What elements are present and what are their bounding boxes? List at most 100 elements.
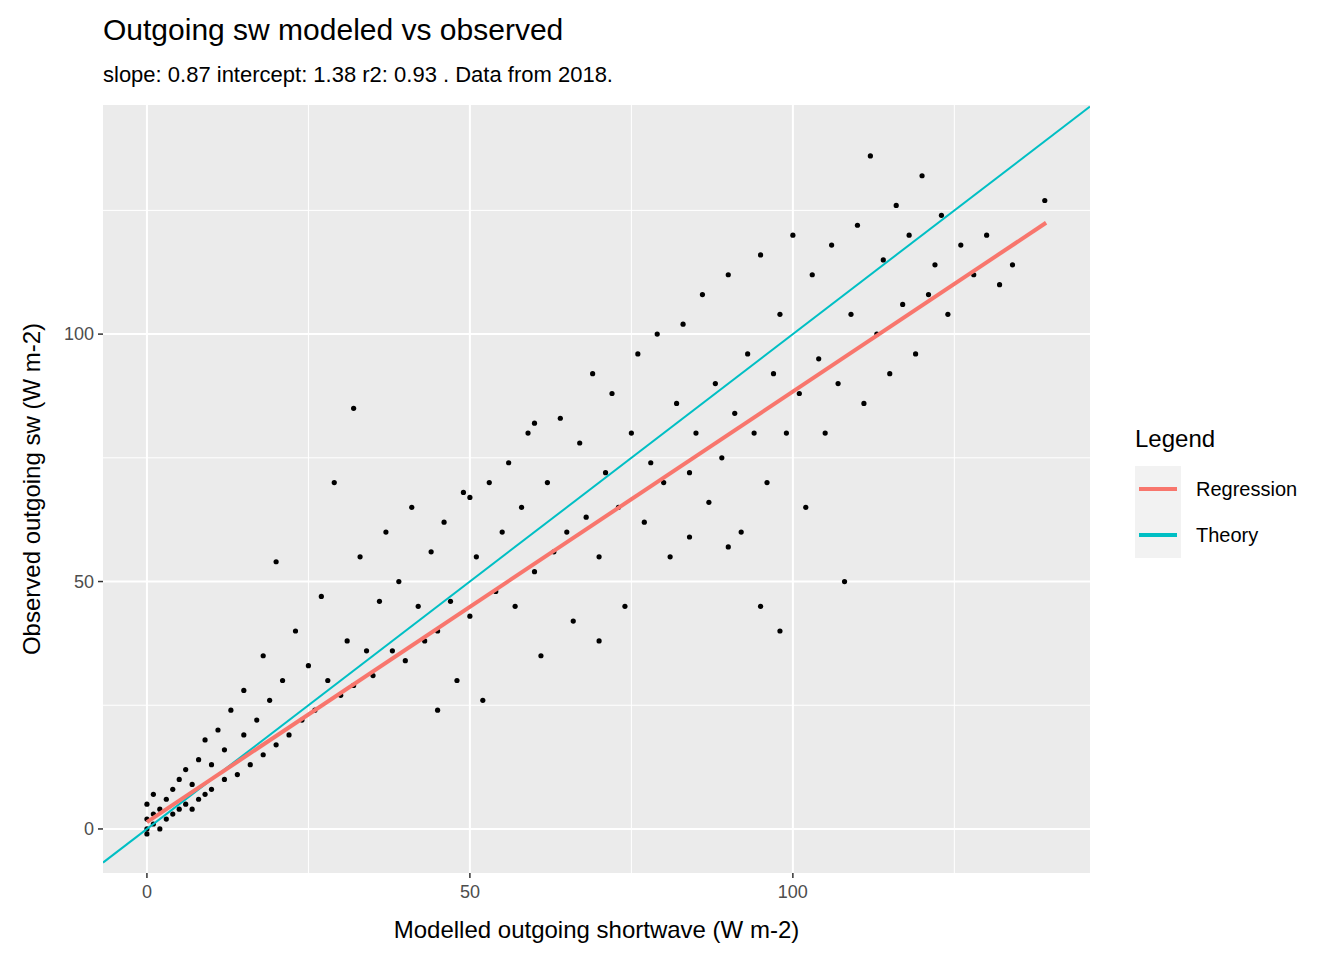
- point: [752, 430, 757, 435]
- point: [190, 807, 195, 812]
- tick-label-y: 0: [84, 819, 94, 839]
- legend-key: [1135, 466, 1181, 512]
- point: [764, 480, 769, 485]
- point: [351, 406, 356, 411]
- minor-grid-y: [103, 210, 1090, 211]
- point: [190, 782, 195, 787]
- tick-label-y: 50: [74, 572, 94, 592]
- line-theory: [103, 106, 1090, 862]
- point: [958, 242, 963, 247]
- point: [480, 698, 485, 703]
- tick-label-x: 0: [142, 882, 152, 902]
- point: [261, 752, 266, 757]
- point: [248, 762, 253, 767]
- legend-swatch: [1139, 533, 1177, 537]
- point: [1010, 262, 1015, 267]
- minor-grid-y: [103, 705, 1090, 706]
- point: [267, 698, 272, 703]
- point: [209, 787, 214, 792]
- point: [241, 688, 246, 693]
- legend-swatch: [1139, 487, 1177, 491]
- point: [461, 490, 466, 495]
- plot-area: [103, 106, 1090, 862]
- legend-label: Theory: [1196, 524, 1258, 546]
- grid-y: [103, 581, 1090, 583]
- point: [332, 480, 337, 485]
- point: [467, 614, 472, 619]
- point: [377, 599, 382, 604]
- tick-y: [98, 333, 103, 335]
- point: [429, 549, 434, 554]
- point: [713, 381, 718, 386]
- tick-label-y: 100: [64, 324, 94, 344]
- point: [183, 767, 188, 772]
- point: [584, 515, 589, 520]
- point: [719, 455, 724, 460]
- tick-y: [98, 828, 103, 830]
- point: [532, 421, 537, 426]
- title: Outgoing sw modeled vs observed: [103, 13, 563, 46]
- point: [196, 797, 201, 802]
- point: [454, 678, 459, 683]
- point: [525, 430, 530, 435]
- point: [835, 381, 840, 386]
- point: [726, 272, 731, 277]
- point: [274, 559, 279, 564]
- point: [448, 599, 453, 604]
- minor-grid-x: [631, 105, 632, 873]
- minor-grid-x: [954, 105, 955, 873]
- point: [829, 242, 834, 247]
- tick-y: [98, 581, 103, 583]
- point: [732, 411, 737, 416]
- point: [577, 440, 582, 445]
- point: [926, 292, 931, 297]
- point: [855, 223, 860, 228]
- point: [771, 371, 776, 376]
- point: [416, 604, 421, 609]
- point: [157, 826, 162, 831]
- point: [842, 579, 847, 584]
- point: [758, 604, 763, 609]
- point: [687, 534, 692, 539]
- point: [655, 332, 660, 337]
- minor-grid-x: [308, 105, 309, 873]
- chart: Outgoing sw modeled vs observed slope: 0.…: [0, 0, 1344, 960]
- point: [202, 737, 207, 742]
- point: [777, 628, 782, 633]
- point: [183, 802, 188, 807]
- point: [487, 480, 492, 485]
- point: [254, 717, 259, 722]
- point: [823, 430, 828, 435]
- point: [215, 727, 220, 732]
- point: [945, 312, 950, 317]
- point: [164, 797, 169, 802]
- point: [700, 292, 705, 297]
- point: [306, 663, 311, 668]
- point: [797, 391, 802, 396]
- point: [726, 544, 731, 549]
- point: [196, 757, 201, 762]
- point: [144, 831, 149, 836]
- point: [687, 470, 692, 475]
- point: [900, 302, 905, 307]
- point: [758, 252, 763, 257]
- point: [919, 173, 924, 178]
- grid-x: [792, 105, 794, 873]
- point: [144, 802, 149, 807]
- point: [202, 792, 207, 797]
- tick-x: [792, 873, 794, 878]
- point: [984, 233, 989, 238]
- point: [635, 351, 640, 356]
- point: [390, 648, 395, 653]
- point: [519, 505, 524, 510]
- subtitle: slope: 0.87 intercept: 1.38 r2: 0.93 . D…: [103, 62, 613, 87]
- point: [777, 312, 782, 317]
- point: [668, 554, 673, 559]
- point: [596, 638, 601, 643]
- point: [293, 628, 298, 633]
- point: [932, 262, 937, 267]
- point: [571, 619, 576, 624]
- point: [674, 401, 679, 406]
- point: [590, 371, 595, 376]
- point: [467, 495, 472, 500]
